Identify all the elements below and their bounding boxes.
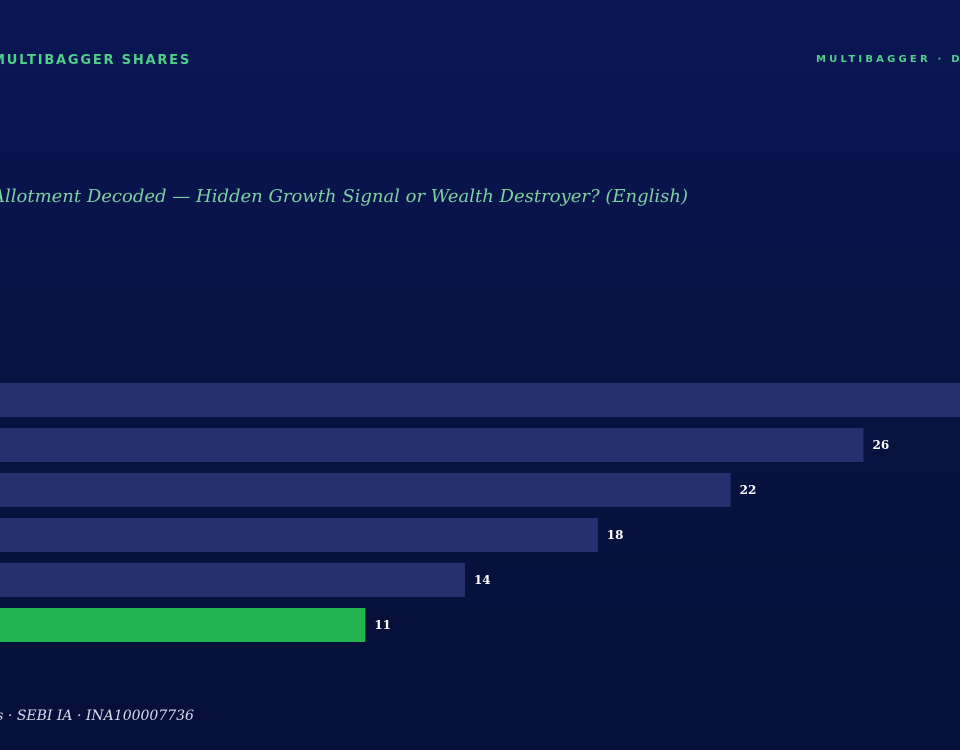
bar-1	[0, 383, 960, 417]
brand-left: MULTIBAGGER SHARES	[0, 53, 192, 68]
bar-4	[0, 518, 598, 552]
bar-2	[0, 428, 864, 462]
bar-value-label-6: 11	[374, 618, 391, 632]
bar-3	[0, 473, 731, 507]
footer-text: es · SEBI IA · INA100007736	[0, 708, 194, 724]
page-subtitle: Allotment Decoded — Hidden Growth Signal…	[0, 186, 688, 207]
bar-value-label-2: 26	[873, 438, 890, 452]
bar-6	[0, 608, 366, 642]
bar-value-label-4: 18	[607, 528, 624, 542]
bar-value-label-3: 22	[740, 483, 757, 497]
bar-5	[0, 563, 465, 597]
brand-right: MULTIBAGGER · D	[816, 54, 960, 65]
bar-value-label-5: 14	[474, 573, 491, 587]
